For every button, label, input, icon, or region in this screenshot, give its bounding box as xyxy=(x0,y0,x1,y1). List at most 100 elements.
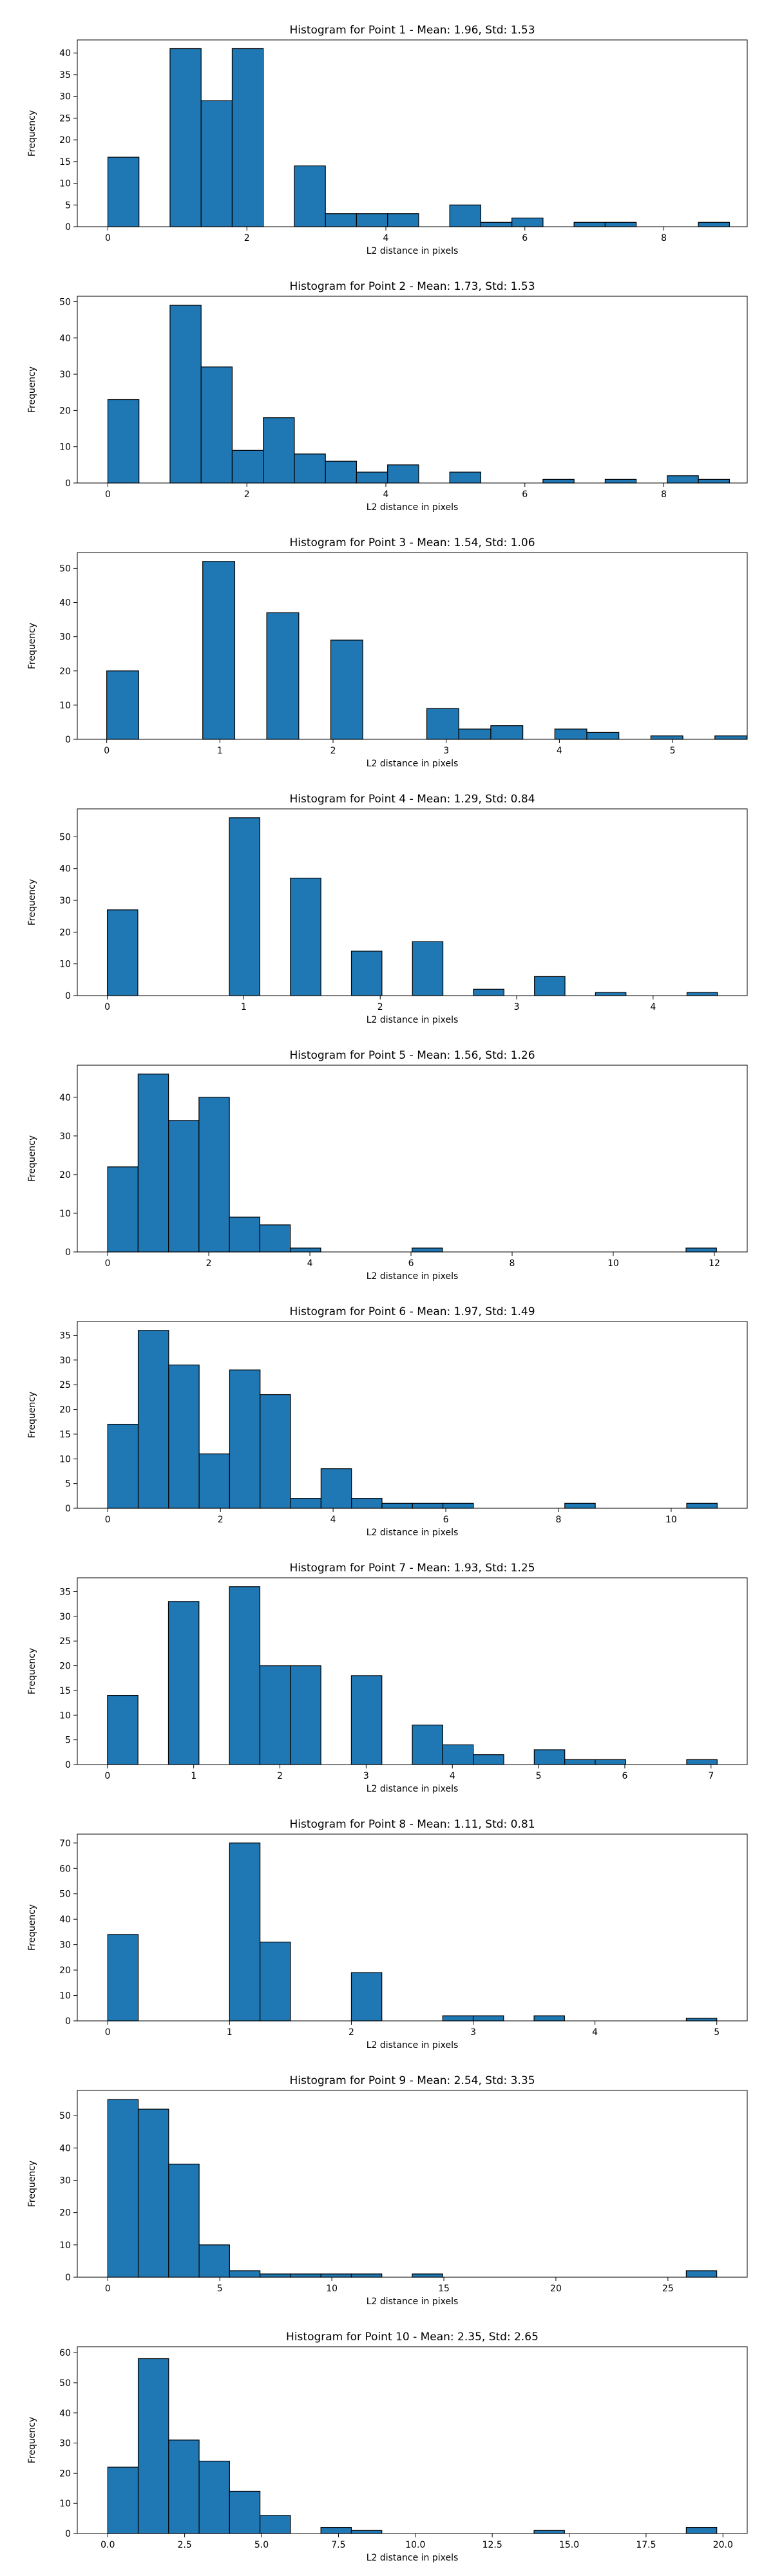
plot-frame xyxy=(77,2090,748,2278)
y-tick-label: 10 xyxy=(59,2240,71,2251)
histogram-panel-1: Histogram for Point 1 - Mean: 1.96, Std:… xyxy=(27,24,748,256)
y-tick-label: 25 xyxy=(59,1380,71,1390)
histogram-panel-10: Histogram for Point 10 - Mean: 2.35, Std… xyxy=(27,2331,748,2563)
x-tick-label: 15 xyxy=(438,2284,450,2294)
y-axis-label: Frequency xyxy=(27,1904,37,1951)
histogram-panel-5: Histogram for Point 5 - Mean: 1.56, Std:… xyxy=(27,1049,748,1282)
histogram-bar xyxy=(698,222,730,227)
x-tick-label: 17.5 xyxy=(636,2540,656,2550)
y-tick-label: 0 xyxy=(65,991,71,1001)
histogram-bar xyxy=(573,222,606,227)
histogram-bar xyxy=(533,2015,565,2022)
y-tick-label: 10 xyxy=(59,179,71,189)
chart-title: Histogram for Point 4 - Mean: 1.29, Std:… xyxy=(289,793,535,806)
histogram-bar xyxy=(263,417,295,484)
y-tick-label: 0 xyxy=(65,1760,71,1770)
y-axis-label: Frequency xyxy=(27,1392,37,1438)
y-axis-label: Frequency xyxy=(27,879,37,925)
plot-frame xyxy=(77,2346,748,2534)
histogram-bar xyxy=(387,464,419,484)
y-tick-label: 50 xyxy=(59,2378,71,2389)
y-tick-label: 40 xyxy=(59,1093,71,1103)
x-tick-label: 1 xyxy=(227,2027,233,2038)
histogram-bar xyxy=(350,1675,383,1765)
histogram-bar xyxy=(685,2527,718,2534)
histogram-bar xyxy=(167,1601,200,1765)
x-tick-label: 3 xyxy=(514,1002,520,1012)
histogram-bar xyxy=(229,2490,261,2534)
histogram-bar xyxy=(412,2273,443,2278)
y-tick-label: 10 xyxy=(59,960,71,970)
histogram-panel-3: Histogram for Point 3 - Mean: 1.54, Std:… xyxy=(27,536,748,769)
y-tick-label: 35 xyxy=(59,70,71,80)
histogram-bar xyxy=(490,725,524,740)
histogram-bar xyxy=(356,471,388,484)
y-tick-label: 40 xyxy=(59,1915,71,1925)
histogram-bar xyxy=(266,612,300,740)
x-tick-label: 4 xyxy=(450,1771,455,1781)
x-tick-label: 4 xyxy=(383,489,389,500)
x-tick-label: 0 xyxy=(104,746,110,756)
histogram-bar xyxy=(667,475,699,484)
histogram-bar xyxy=(350,2530,383,2534)
y-tick-label: 20 xyxy=(59,2208,71,2219)
histogram-bar xyxy=(290,1247,321,1253)
x-axis-label: L2 distance in pixels xyxy=(367,1015,459,1025)
histogram-bar xyxy=(426,708,459,740)
y-tick-label: 40 xyxy=(59,598,71,609)
x-tick-label: 8 xyxy=(510,1258,515,1269)
histogram-bar xyxy=(200,366,233,484)
histogram-bar xyxy=(595,1759,626,1765)
histogram-bar xyxy=(137,1330,169,1509)
x-tick-label: 4 xyxy=(307,1258,313,1269)
x-tick-label: 0 xyxy=(104,1002,110,1012)
chart-title: Histogram for Point 1 - Mean: 1.96, Std:… xyxy=(289,24,535,37)
y-tick-label: 40 xyxy=(59,864,71,875)
histogram-bar xyxy=(685,2018,718,2022)
y-tick-label: 40 xyxy=(59,48,71,59)
y-axis-label: Frequency xyxy=(27,366,37,413)
y-tick-label: 0 xyxy=(65,2016,71,2027)
chart-title: Histogram for Point 7 - Mean: 1.93, Std:… xyxy=(289,1562,535,1575)
y-tick-label: 20 xyxy=(59,135,71,146)
y-axis-label: Frequency xyxy=(27,1648,37,1694)
x-axis-label: L2 distance in pixels xyxy=(367,1784,459,1794)
histogram-bar xyxy=(202,561,236,740)
x-tick-label: 4 xyxy=(650,1002,656,1012)
y-tick-label: 20 xyxy=(59,1662,71,1672)
plot-frame xyxy=(77,808,748,996)
x-axis-label: L2 distance in pixels xyxy=(367,502,459,513)
y-tick-label: 40 xyxy=(59,334,71,344)
histogram-bar xyxy=(442,1744,474,1765)
y-tick-label: 40 xyxy=(59,2143,71,2154)
x-tick-label: 5.0 xyxy=(254,2540,269,2550)
histogram-bar xyxy=(412,1725,443,1765)
y-tick-label: 20 xyxy=(59,1405,71,1416)
histogram-bar xyxy=(554,728,587,740)
histogram-panel-2: Histogram for Point 2 - Mean: 1.73, Std:… xyxy=(27,280,748,513)
x-tick-label: 5 xyxy=(217,2284,223,2294)
x-tick-label: 2 xyxy=(218,1515,224,1525)
histogram-bar xyxy=(169,48,202,227)
histogram-bar xyxy=(137,2108,169,2278)
plot-frame xyxy=(77,1833,748,2022)
y-tick-label: 20 xyxy=(59,927,71,938)
histogram-bar xyxy=(229,1217,260,1253)
histogram-bar xyxy=(604,222,637,227)
x-tick-label: 4 xyxy=(592,2027,598,2038)
y-tick-label: 10 xyxy=(59,442,71,453)
y-tick-label: 35 xyxy=(59,1587,71,1597)
histogram-bar xyxy=(685,2270,718,2278)
x-axis-label: L2 distance in pixels xyxy=(367,2040,459,2050)
y-tick-label: 5 xyxy=(65,1736,71,1746)
y-tick-label: 20 xyxy=(59,1965,71,1976)
x-tick-label: 1 xyxy=(217,746,223,756)
x-tick-label: 20 xyxy=(550,2284,562,2294)
histogram-bar xyxy=(107,1934,139,2022)
x-tick-label: 10 xyxy=(665,1515,677,1525)
histogram-bar xyxy=(229,817,261,996)
histogram-bar xyxy=(412,941,444,996)
x-tick-label: 0 xyxy=(105,233,111,243)
y-tick-label: 10 xyxy=(59,1991,71,2002)
histogram-bar xyxy=(473,1754,504,1765)
